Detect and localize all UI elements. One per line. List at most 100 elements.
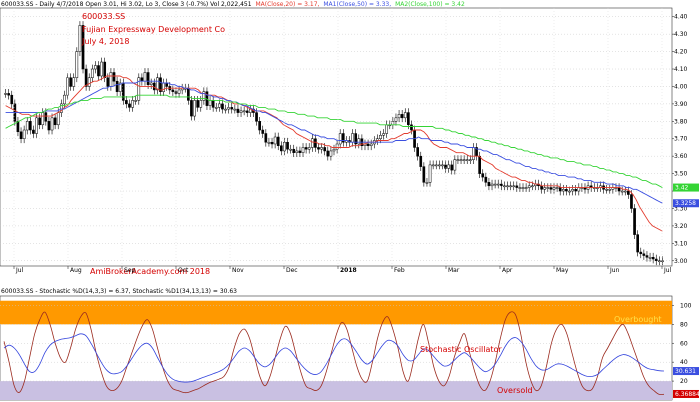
stochastic-header: 600033.SS - Stochastic %D(14,3,3) = 6.37… [1, 288, 237, 295]
candle-body [239, 110, 243, 113]
candle-body [22, 129, 26, 139]
candle-body [447, 164, 450, 169]
ma-line-3 [5, 94, 663, 188]
candle-body [63, 94, 66, 105]
candle-body [81, 25, 85, 70]
candle-body [382, 133, 385, 136]
candle-body [561, 189, 565, 192]
header-ma100: MA2(Close,100) = 3.42 [395, 1, 465, 8]
candle-body [654, 258, 658, 262]
oversold-band [0, 381, 672, 400]
candle-body [630, 194, 633, 209]
date-label: July 4, 2018 [81, 37, 129, 46]
candle-body [264, 133, 268, 143]
candle-body [639, 251, 643, 255]
candle-body [323, 147, 327, 152]
candle-body [276, 136, 280, 146]
price-y-tick-label: 3.20 [674, 223, 688, 230]
candle-body [149, 82, 153, 85]
stochastic-value-tag-text: 6.36884 [675, 391, 700, 398]
candle-body [320, 147, 323, 150]
candle-body [66, 77, 69, 96]
price-y-tick-label: 4.10 [674, 66, 688, 73]
candle-body [462, 159, 466, 161]
candle-body [456, 159, 460, 161]
candle-body [236, 108, 240, 113]
candle-body [397, 114, 401, 119]
candle-body [617, 187, 621, 192]
stochastic-value-tag [673, 389, 699, 398]
candle-body [645, 255, 649, 258]
x-tick-label: May [556, 267, 569, 274]
candle-body [94, 65, 97, 70]
candle-body [279, 145, 283, 152]
header-ohlc: 600033.SS - Daily 4/7/2018 Open 3.01, Hi… [1, 1, 252, 8]
candle-body [75, 51, 79, 78]
candle-body [317, 147, 320, 150]
candle-body [620, 190, 624, 193]
candle-body [230, 107, 234, 110]
stochastic-y-tick-label: 80 [680, 321, 688, 328]
x-tick-label: Jul [663, 267, 672, 274]
candle-body [428, 164, 432, 183]
candle-body [19, 131, 23, 139]
candle-body [472, 147, 475, 160]
price-y-tick-label: 4.00 [674, 83, 688, 90]
price-y-tick-label: 3.90 [674, 101, 688, 108]
header-ma50: MA1(Close,50) = 3.33, [323, 1, 391, 8]
candle-body [332, 148, 336, 152]
candle-body [661, 260, 664, 263]
candle-body [38, 117, 41, 126]
candle-body [453, 159, 457, 171]
candle-body [438, 164, 441, 167]
candle-body [658, 260, 661, 263]
price-panel: 3.00 3.10 3.20 3.30 3.50 3.60 3.70 3.80 3.90 4.00… [0, 7, 699, 267]
candle-body [642, 253, 646, 256]
candle-body [549, 187, 553, 190]
candle-body [295, 150, 299, 153]
header-ma20: MA(Close,20) = 3.17, [255, 1, 319, 8]
oscillator-label: Stochastic Oscillator [420, 345, 502, 354]
oversold-label: Oversold [497, 386, 533, 395]
candle-body [118, 82, 122, 92]
candle-body [214, 107, 218, 109]
x-axis: Jul Aug Sep Oct Nov Dec 2018 Feb Mar Apr May Jun Jul [13, 8, 672, 274]
candle-body [270, 141, 274, 145]
candle-body [524, 187, 528, 189]
price-y-tick-label: 3.50 [674, 171, 688, 178]
candle-body [527, 185, 531, 188]
candle-body [304, 147, 308, 150]
stochastic-y-tick-label: 60 [680, 340, 688, 347]
candle-body [128, 103, 131, 108]
candle-body [171, 89, 175, 92]
candle-body [605, 189, 609, 191]
candle-body [444, 164, 447, 169]
candle-body [100, 61, 103, 77]
x-tick-label: Sep [124, 267, 136, 274]
candle-body [540, 185, 543, 190]
candle-body [10, 94, 14, 105]
candle-body [224, 108, 227, 111]
candle-body [190, 100, 193, 117]
candle-body [627, 190, 630, 195]
candle-body [283, 141, 286, 152]
candle-body [503, 185, 506, 188]
candle-body [608, 189, 612, 191]
candle-body [651, 257, 655, 260]
candle-body [258, 121, 261, 131]
price-y-tick-label: 3.30 [674, 205, 688, 212]
candle-body [125, 100, 128, 105]
x-tick-label: Feb [394, 267, 405, 274]
overbought-band [0, 300, 672, 325]
x-tick-label: Jul [15, 267, 24, 274]
candle-body [106, 77, 110, 87]
candle-body [310, 138, 314, 148]
candle-body [487, 182, 491, 187]
candle-body [7, 93, 10, 96]
candle-body [530, 185, 534, 188]
candle-body [379, 135, 382, 139]
candle-body [208, 100, 212, 106]
candle-body [273, 136, 277, 145]
candle-body [509, 185, 512, 188]
